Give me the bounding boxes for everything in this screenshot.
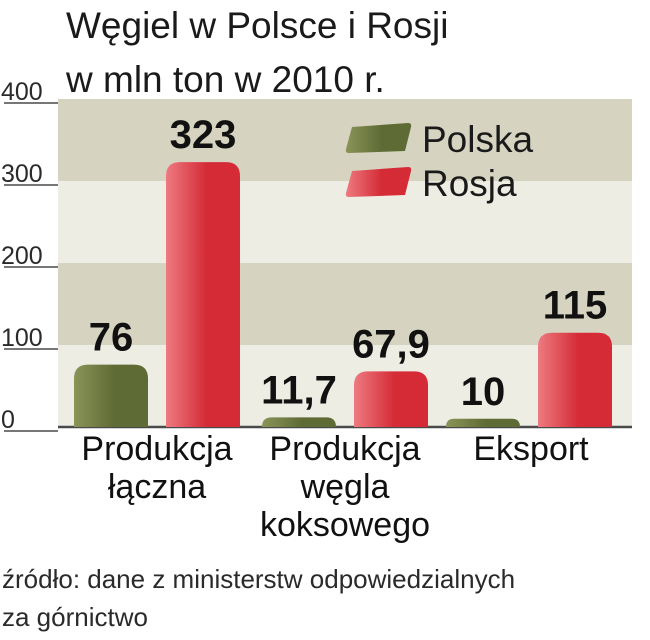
category-label: Produkcja — [269, 430, 420, 468]
category-label: węgla — [300, 468, 390, 506]
bar-polska-0 — [74, 364, 148, 427]
band-0 — [58, 345, 632, 427]
y-axis-ticks: 0 100 200 300 400 — [1, 78, 58, 434]
category-label: łączna — [108, 468, 206, 506]
chart: 0 100 200 300 400 76 323 11,7 67,9 10 115 Produkc… — [1, 5, 632, 544]
band-2 — [58, 181, 632, 263]
band-1 — [58, 263, 632, 345]
bar-rosja-2 — [538, 332, 612, 427]
legend-swatch-polska — [345, 123, 412, 153]
value-labels: 76 323 11,7 67,9 10 115 — [89, 113, 608, 414]
category-label: Produkcja — [81, 430, 232, 468]
source-note: źródło: dane z ministerstw odpowiedzialn… — [2, 560, 642, 636]
bars — [74, 162, 612, 427]
category-label: Eksport — [473, 430, 589, 468]
y-tick-label: 400 — [1, 78, 43, 106]
source-line-2: za górnictwo — [2, 602, 148, 632]
legend-swatch-rosja — [345, 167, 412, 197]
category-labels: ProdukcjałącznaProdukcjawęglakoksowegoEk… — [81, 430, 589, 544]
bar-rosja-1 — [354, 371, 428, 427]
bar-polska-2 — [446, 418, 520, 427]
band-3 — [58, 99, 632, 181]
chart-title-line-2: w mln ton w 2010 r. — [65, 59, 385, 100]
value-label: 67,9 — [352, 322, 430, 366]
value-label: 10 — [461, 370, 506, 414]
background-bands — [58, 99, 632, 427]
bar-polska-1 — [262, 417, 336, 427]
y-tick-label: 0 — [1, 406, 15, 434]
legend-label: Rosja — [422, 163, 517, 204]
bar-rosja-0 — [166, 162, 240, 427]
source-line-1: źródło: dane z ministerstw odpowiedzialn… — [2, 564, 516, 594]
chart-title-line-1: Węgiel w Polsce i Rosji — [66, 5, 448, 46]
legend-label: Polska — [422, 119, 533, 160]
value-label: 11,7 — [261, 368, 337, 412]
y-tick-label: 300 — [1, 160, 43, 188]
value-label: 76 — [89, 316, 134, 360]
y-tick-label: 200 — [1, 242, 43, 270]
value-label: 115 — [543, 284, 608, 328]
y-tick-label: 100 — [1, 324, 43, 352]
category-label: koksowego — [260, 506, 430, 544]
value-label: 323 — [170, 113, 237, 157]
